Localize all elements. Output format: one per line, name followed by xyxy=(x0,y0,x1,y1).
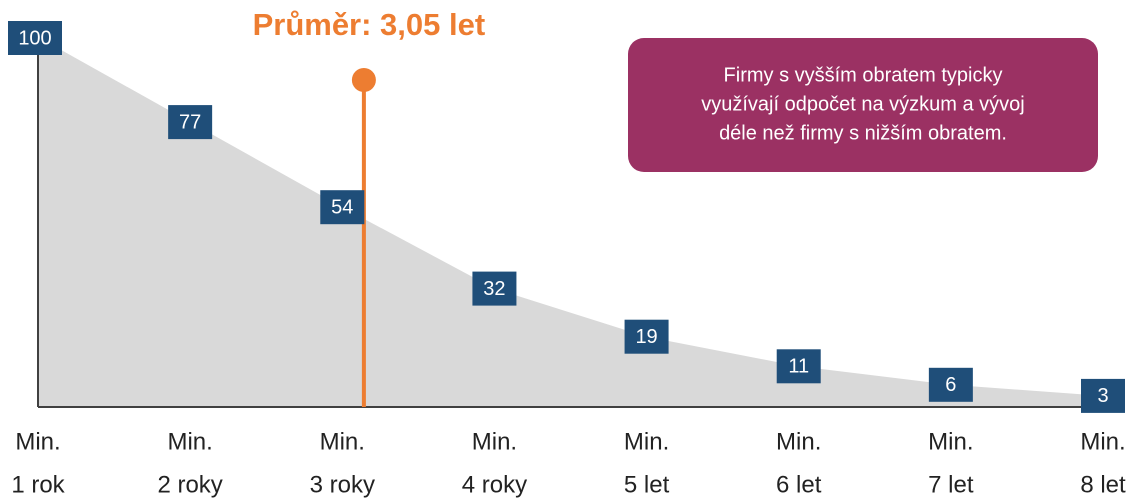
x-tick-label: 7 let xyxy=(928,471,974,498)
value-label-box xyxy=(168,105,213,140)
value-label-box xyxy=(1081,378,1125,413)
mean-dot xyxy=(351,68,376,92)
x-tick-label: Min. xyxy=(1080,428,1125,455)
x-tick-label: Min. xyxy=(15,428,60,455)
value-label-box xyxy=(472,271,517,306)
value-label: 77 xyxy=(179,111,201,133)
value-label: 100 xyxy=(18,27,51,49)
x-tick-label: Min. xyxy=(776,428,821,455)
x-tick-label: Min. xyxy=(624,428,669,455)
x-tick-label: 6 let xyxy=(776,471,822,498)
note-text: Firmy s vyšším obratem typicky xyxy=(724,64,1003,86)
note-text: déle než firmy s nižším obratem. xyxy=(719,122,1007,144)
x-tick-label: 2 roky xyxy=(157,471,222,498)
value-label-box xyxy=(928,367,973,402)
x-tick-label: 1 rok xyxy=(11,471,65,498)
value-label-box xyxy=(776,349,821,384)
x-tick-label: 5 let xyxy=(624,471,670,498)
value-label: 6 xyxy=(945,374,956,396)
x-tick-label: Min. xyxy=(472,428,517,455)
x-tick-label: Min. xyxy=(167,428,212,455)
note-box xyxy=(628,38,1098,172)
x-tick-label: 8 let xyxy=(1080,471,1126,498)
value-label-box xyxy=(8,21,62,55)
x-tick-label: Min. xyxy=(928,428,973,455)
value-label: 19 xyxy=(635,326,657,348)
x-tick-label: Min. xyxy=(320,428,365,455)
value-label: 54 xyxy=(331,196,353,218)
x-tick-label: 3 roky xyxy=(310,471,375,498)
note-text: využívají odpočet na výzkum a vývoj xyxy=(701,93,1024,115)
x-tick-label: 4 roky xyxy=(462,471,527,498)
value-label-box xyxy=(320,190,365,225)
area xyxy=(38,37,1103,407)
value-label: 3 xyxy=(1097,385,1108,407)
value-label-box xyxy=(624,319,669,354)
value-label: 32 xyxy=(483,278,505,300)
mean-label: Průměr: 3,05 let xyxy=(253,7,486,42)
value-label: 11 xyxy=(788,356,809,378)
